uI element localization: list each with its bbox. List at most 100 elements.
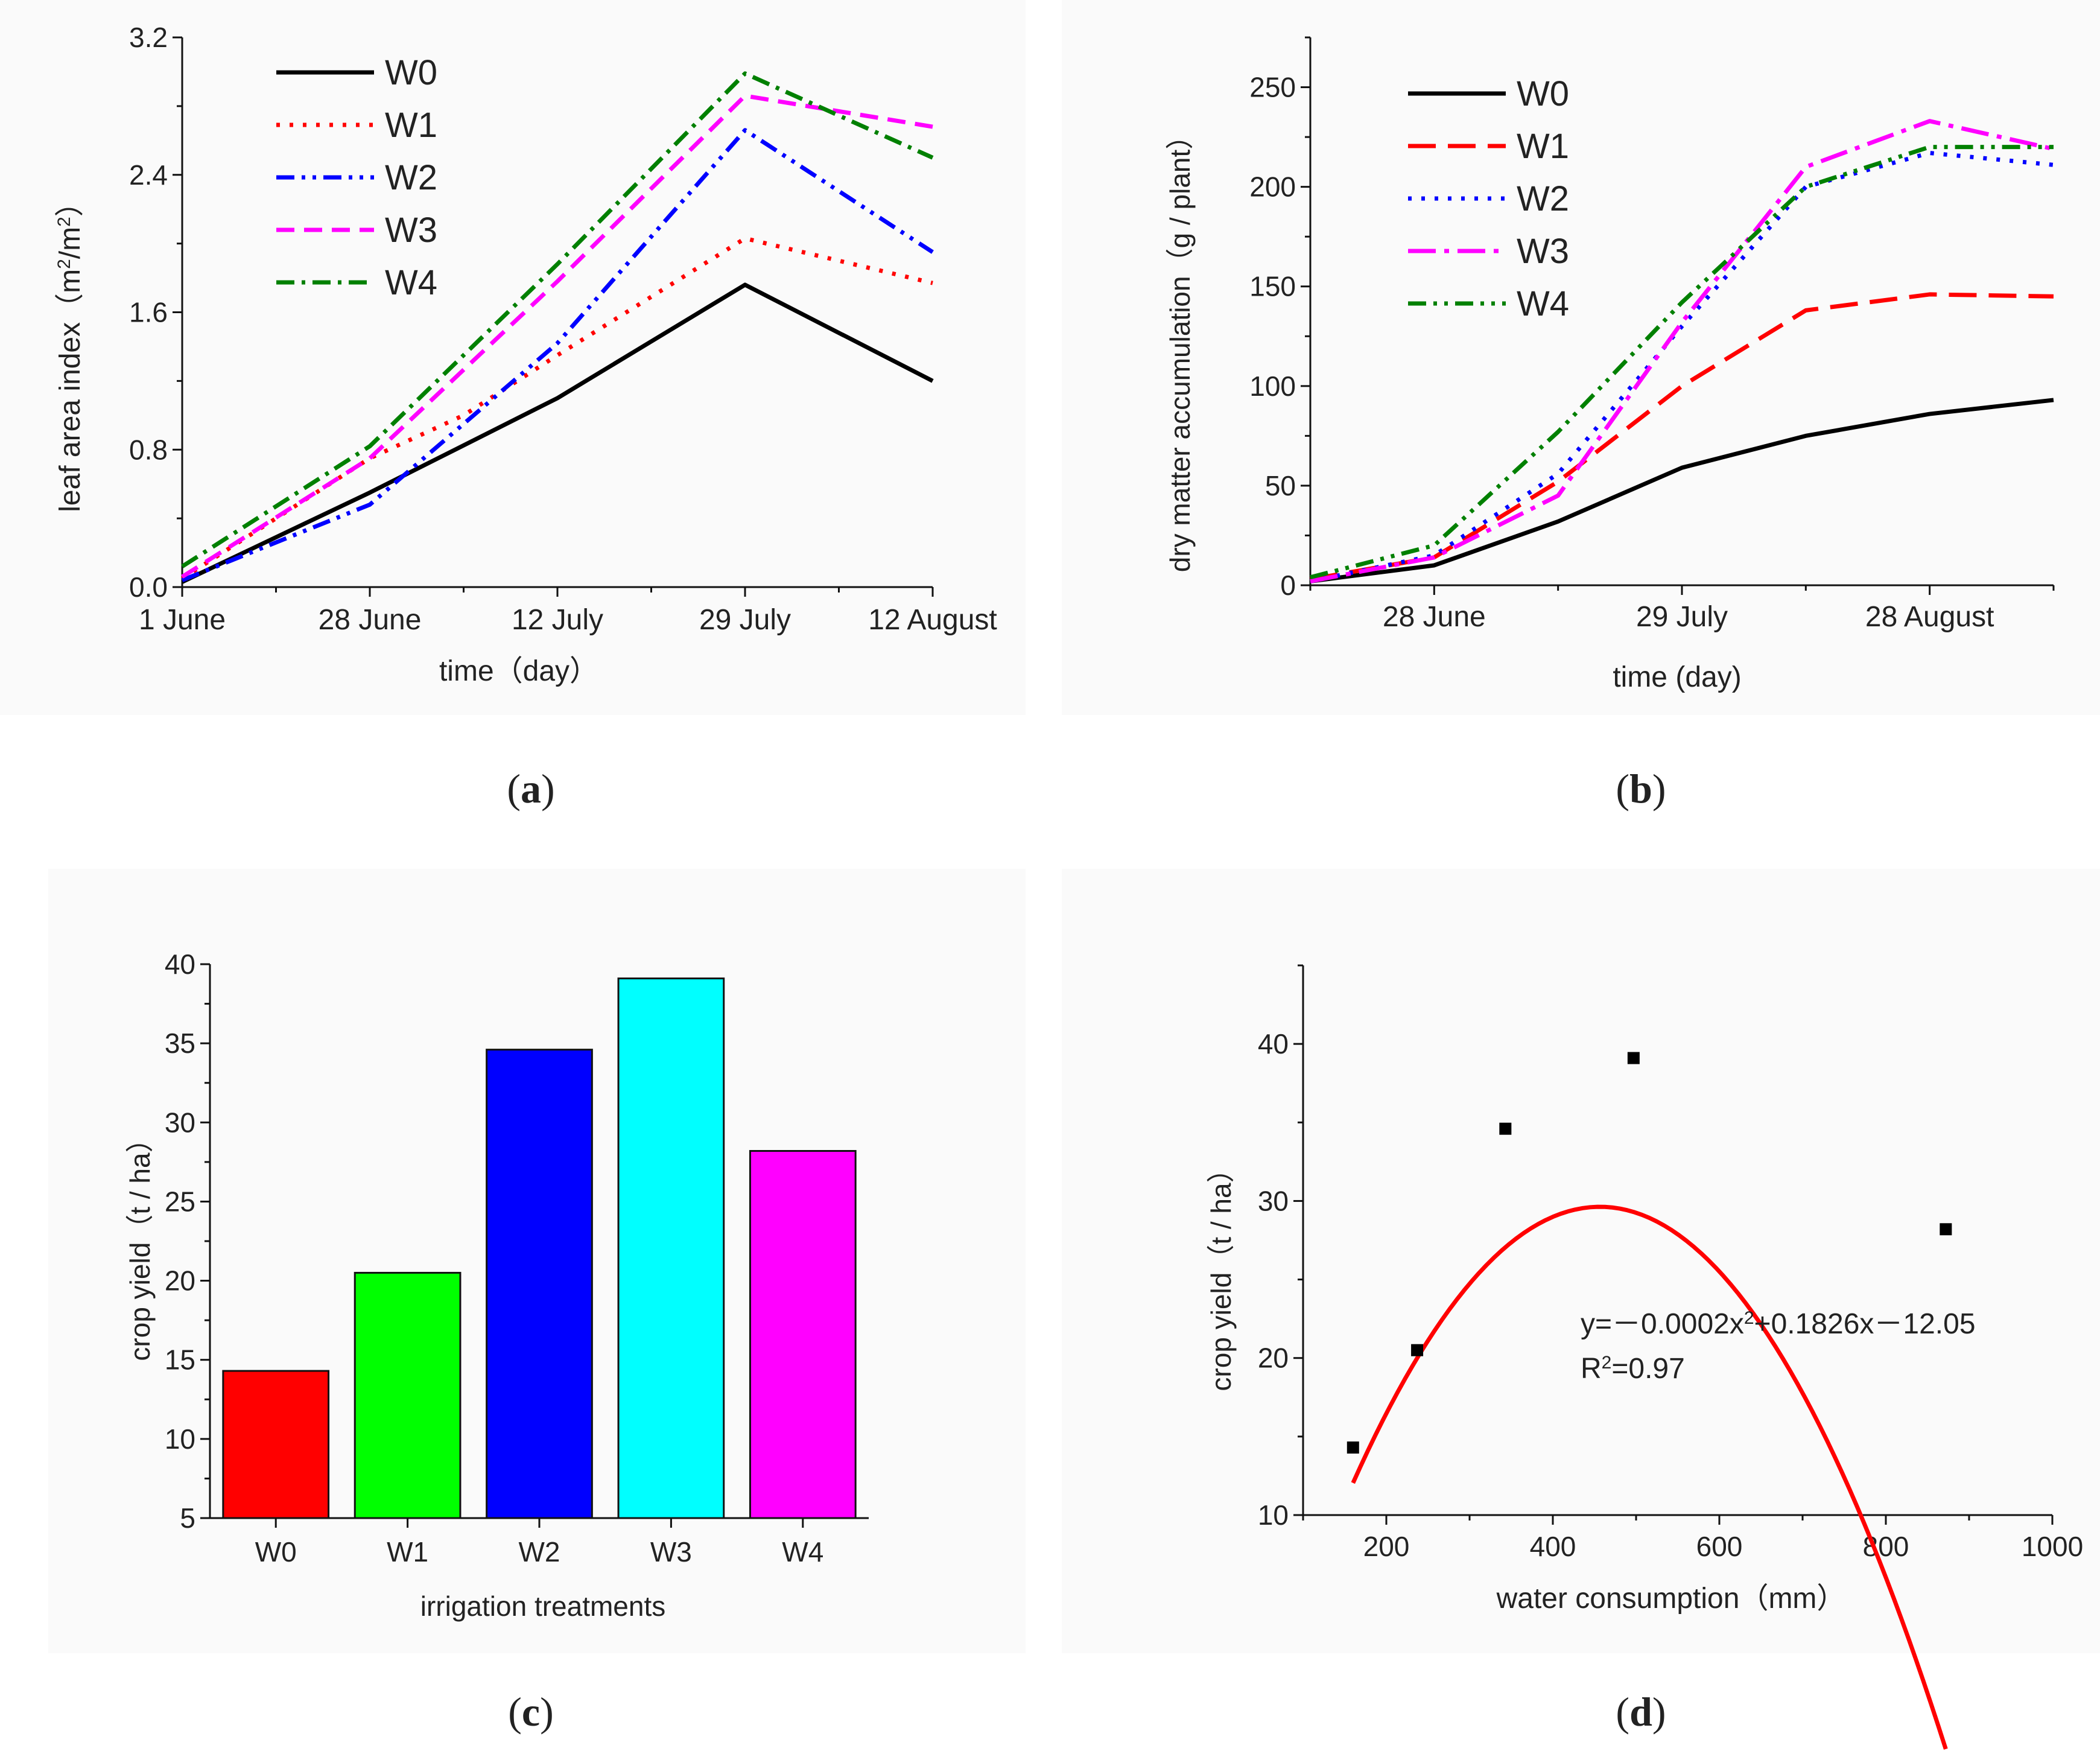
- panel-b-x-tick-label: 28 August: [1865, 601, 1994, 633]
- panel-c-y-tick-label: 25: [165, 1186, 195, 1217]
- panel-b-x-tick-label: 28 June: [1383, 601, 1486, 633]
- panel-d-r-squared: R2=0.97: [1581, 1353, 1685, 1385]
- panel-d-x-axis-label: water consumption（mm）: [1496, 1583, 1846, 1615]
- panel-c-x-tick-label: W0: [255, 1536, 297, 1568]
- panel-b-series-W2: [1310, 151, 2054, 583]
- panel-d-r2-part-1: R: [1581, 1353, 1602, 1385]
- panel-b-legend-label-W4: W4: [1517, 284, 1569, 323]
- panel-c-caption-letter: c: [522, 1689, 540, 1735]
- panel-c-y-axis-label: crop yield（t / ha）: [124, 1125, 156, 1361]
- panel-b-caption-letter: b: [1629, 766, 1652, 812]
- panel-b-legend: W0 W1 W2 W3 W4: [1408, 74, 1569, 323]
- panel-d-caption-letter: d: [1629, 1689, 1652, 1735]
- panel-a-series: [181, 71, 934, 584]
- panel-d-fit-curve: [1351, 1204, 1948, 1750]
- panel-b-y-tick-label: 0: [1280, 570, 1296, 601]
- panel-b-background: [1062, 0, 2100, 715]
- panel-c-x-axis-label: irrigation treatments: [420, 1590, 666, 1622]
- panel-c-bar-W2: [486, 1049, 593, 1519]
- panel-d-data-point: [1499, 1122, 1512, 1135]
- panel-a-x-axis-label: time（day）: [439, 655, 598, 687]
- panel-c-y-tick-label: 10: [165, 1423, 195, 1455]
- panel-b-caption: (b): [1616, 766, 1666, 812]
- panel-c-y-tick-label: 30: [165, 1107, 195, 1138]
- panel-d-data-point: [1411, 1344, 1424, 1356]
- panel-d-data-point: [1940, 1223, 1952, 1236]
- panel-a-ylabel-part-1: leaf area index（m: [54, 269, 86, 512]
- panel-a-y-tick-label: 0.8: [129, 434, 168, 465]
- panel-d-background: [1062, 869, 2100, 1653]
- panel-a-y-tick-label: 1.6: [129, 297, 168, 328]
- panel-a-legend-label-W4: W4: [385, 263, 437, 302]
- panel-b-x-tick-label: 29 July: [1636, 601, 1728, 633]
- panel-a-axes: 0.0 0.8 1.6 2.4 3.2 1 June 28 June 12 July 29 Ju…: [129, 22, 997, 636]
- panel-d-equation-part-2: +0.1826x－12.05: [1754, 1308, 1976, 1340]
- panel-a-background: [0, 0, 1026, 715]
- panel-d-equation: y=－0.0002x2+0.1826x－12.05: [1581, 1308, 1976, 1341]
- panel-c-bar-W3: [617, 977, 725, 1519]
- panel-b-legend-label-W2: W2: [1517, 179, 1569, 218]
- panel-b-axes: 0 50 100 150 200 250 28 June 29 July 28 August: [1249, 36, 2055, 633]
- panel-a-legend: W0 W1 W2 W3 W4: [276, 53, 437, 302]
- panel-a-x-tick-label: 28 June: [319, 604, 422, 636]
- panel-a-caption: (a): [507, 766, 554, 812]
- panel-d-data-point: [1627, 1052, 1640, 1064]
- panel-a-y-tick-label: 2.4: [129, 159, 168, 191]
- panel-b-legend-label-W1: W1: [1517, 127, 1569, 166]
- panel-c-x-tick-label: W1: [387, 1536, 428, 1568]
- panel-a-legend-label-W3: W3: [385, 211, 437, 250]
- panel-c-y-tick-label: 35: [165, 1028, 195, 1059]
- panel-a-x-tick-label: 12 August: [868, 604, 997, 636]
- panel-b-y-tick-label: 200: [1249, 171, 1296, 203]
- panel-b-legend-label-W3: W3: [1517, 232, 1569, 271]
- panel-c-caption: (c): [508, 1689, 554, 1735]
- panel-c-bar-W4: [749, 1149, 857, 1519]
- panel-d-fit-line: [1351, 1204, 1948, 1750]
- panel-c-y-tick-label: 40: [165, 948, 195, 980]
- panel-b-dry-matter-chart: 0 50 100 150 200 250 28 June 29 July 28 August W…: [1062, 0, 2100, 715]
- panel-c-y-tick-label: 15: [165, 1344, 195, 1376]
- panel-c-y-tick-label: 5: [180, 1502, 195, 1534]
- panel-d-data-point: [1347, 1441, 1359, 1454]
- panel-a-caption-letter: a: [521, 766, 541, 812]
- panel-d-y-tick-label: 20: [1258, 1343, 1289, 1374]
- panel-d-x-tick-label: 200: [1363, 1531, 1410, 1562]
- panel-b-x-axis-label: time (day): [1613, 661, 1741, 693]
- panel-d-caption: (d): [1616, 1689, 1666, 1735]
- panel-d-equation-sup: 2: [1744, 1308, 1754, 1328]
- panel-c-x-tick-label: W3: [650, 1536, 692, 1568]
- panel-a-y-tick-label: 0.0: [129, 571, 168, 603]
- panel-d-y-axis-label: crop yield（t / ha）: [1205, 1155, 1237, 1391]
- panel-b-y-tick-label: 50: [1265, 470, 1296, 501]
- panel-a-series-W1: [181, 236, 933, 580]
- panel-b-series: [1310, 119, 2054, 583]
- panel-b-series-W4: [1310, 145, 2054, 580]
- panel-d-y-tick-label: 10: [1258, 1499, 1289, 1531]
- panel-d-points: [1347, 1052, 1952, 1454]
- panel-c-crop-yield-bar-chart: 5 10 15 20 25 30 35 40 W0 W1 W2 W3 W4 irrigation tre…: [48, 869, 1026, 1653]
- panel-a-leaf-area-index-chart: 0.0 0.8 1.6 2.4 3.2 1 June 28 June 12 July 29 Ju…: [0, 0, 1026, 715]
- panel-a-series-W4: [181, 71, 934, 568]
- panel-d-y-tick-label: 30: [1258, 1185, 1289, 1216]
- panel-a-legend-label-W0: W0: [385, 53, 437, 92]
- panel-a-y-axis-label: leaf area index（m2/m2）: [54, 188, 87, 512]
- panel-a-ylabel-part-2: /m: [54, 227, 86, 259]
- panel-d-r2-sup: 2: [1602, 1353, 1612, 1373]
- panel-a-x-tick-label: 29 July: [699, 604, 791, 636]
- panel-c-bar-W1: [354, 1271, 462, 1519]
- panel-a-y-tick-label: 3.2: [129, 22, 168, 53]
- panel-c-bars: [222, 977, 857, 1519]
- panel-d-x-tick-label: 400: [1530, 1531, 1576, 1562]
- panel-a-x-tick-label: 12 July: [512, 604, 603, 636]
- panel-a-series-W3: [181, 94, 933, 579]
- panel-a-legend-label-W1: W1: [385, 106, 437, 145]
- panel-a-ylabel-part-3: ）: [54, 188, 86, 217]
- panel-c-x-tick-label: W2: [519, 1536, 560, 1568]
- panel-d-equation-part-1: y=－0.0002x: [1581, 1308, 1744, 1340]
- panel-c-x-tick-label: W4: [782, 1536, 823, 1568]
- panel-b-series-W0: [1310, 398, 2054, 583]
- panel-b-legend-label-W0: W0: [1517, 74, 1569, 113]
- panel-c-bar-W0: [222, 1370, 330, 1519]
- panel-c-y-tick-label: 20: [165, 1265, 195, 1297]
